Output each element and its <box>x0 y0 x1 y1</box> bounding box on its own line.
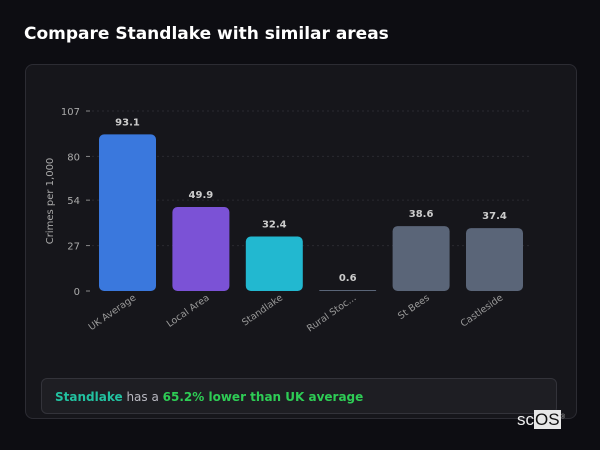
y-tick-label: 0 <box>74 287 80 298</box>
y-tick-label: 107 <box>61 107 80 118</box>
summary-comparison: 65.2% lower than UK average <box>162 390 364 404</box>
bar <box>392 226 450 291</box>
y-tick-label: 54 <box>67 196 80 207</box>
x-tick-label: St Bees <box>396 292 432 322</box>
bar <box>99 134 156 291</box>
x-tick-label: Rural Stoc... <box>305 292 358 334</box>
summary-area: Standlake <box>55 390 123 404</box>
data-label: 93.1 <box>115 117 140 128</box>
summary-box: Standlake has a 65.2% lower than UK aver… <box>41 378 557 414</box>
data-label: 38.6 <box>409 209 434 220</box>
logo-text-b: OS <box>534 410 561 429</box>
page-title: Compare Standlake with similar areas <box>24 24 389 44</box>
y-tick-label: 27 <box>67 242 80 253</box>
bar <box>245 236 303 291</box>
data-label: 37.4 <box>482 211 507 222</box>
summary-middle: has a <box>126 390 159 404</box>
data-label: 0.6 <box>339 273 357 284</box>
data-label: 49.9 <box>189 190 214 201</box>
y-tick-label: 80 <box>67 152 80 163</box>
bar <box>466 228 523 291</box>
bar <box>319 289 377 291</box>
logo-mark: ® <box>560 414 565 421</box>
y-axis-label: Crimes per 1,000 <box>45 158 56 245</box>
scos-logo: scOS® <box>517 410 565 430</box>
x-tick-label: Local Area <box>165 292 212 329</box>
logo-text-a: sc <box>517 410 534 429</box>
bar <box>172 207 230 291</box>
x-tick-label: Standlake <box>240 292 285 328</box>
data-label: 32.4 <box>262 219 287 230</box>
x-tick-label: Castleside <box>459 292 506 329</box>
x-tick-label: UK Average <box>87 292 139 333</box>
